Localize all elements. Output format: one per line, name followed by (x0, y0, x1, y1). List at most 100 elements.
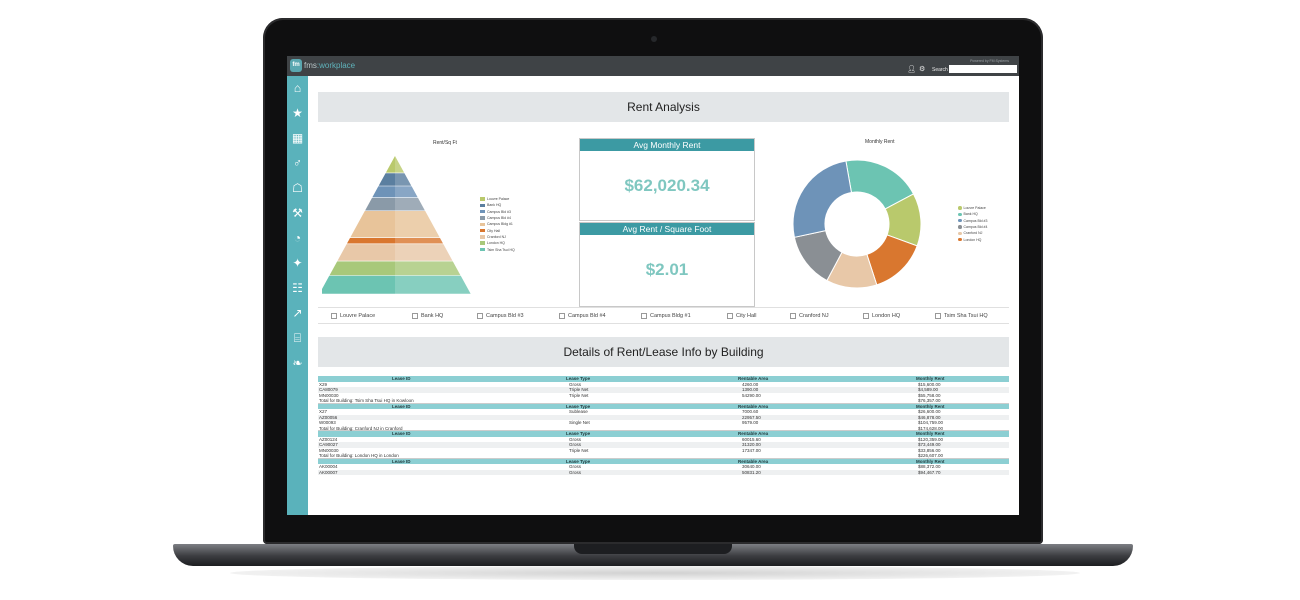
table-row[interactable]: W00093 Single Net 9579.00 $104,759.00 (318, 420, 1009, 426)
table-row[interactable]: X29 Gross 4260.00 $15,600.00 (318, 382, 1009, 388)
checkbox[interactable] (935, 313, 941, 319)
donut-legend-item[interactable]: Cranford NJ (958, 230, 987, 236)
table-row[interactable]: AZ00056 22957.50 $46,878.00 (318, 414, 1009, 420)
pyramid-band-right[interactable] (395, 237, 444, 244)
pyramid-legend-item[interactable]: Campus Bldg #1 (480, 221, 515, 227)
gear-icon[interactable]: ⚙︎ (919, 66, 926, 73)
table-row[interactable]: AK00004 Gross 30640.00 $88,372.00 (318, 464, 1009, 470)
legend-swatch (480, 247, 485, 252)
legend-label: Campus Bldg #1 (487, 222, 513, 227)
checkbox[interactable] (641, 313, 647, 319)
wrench-icon[interactable]: ⚒ (292, 206, 303, 220)
table-cell: 22957.50 (742, 414, 761, 420)
pyramid-band-right[interactable] (395, 261, 461, 276)
table-row[interactable]: X27 Sublease 7000.60 $26,600.00 (318, 409, 1009, 415)
checkbox[interactable] (412, 313, 418, 319)
table-row[interactable]: MN00030 Triple Net 17347.00 $33,856.00 (318, 448, 1009, 454)
table-cell: 9579.00 (742, 420, 759, 425)
table-row[interactable]: MN00030 Triple Net 54290.00 $55,758.00 (318, 393, 1009, 399)
pie-chart-icon[interactable]: ◔ (293, 231, 302, 245)
filter-checkbox-item[interactable]: Campus Bld #4 (559, 313, 606, 319)
pyramid-legend-item[interactable]: Campus Bld #4 (480, 215, 515, 221)
table-row[interactable]: AZ00124 Gross 60015.60 $120,359.00 (318, 437, 1009, 443)
filter-checkbox-item[interactable]: Campus Bld #3 (477, 313, 524, 319)
checkbox[interactable] (727, 313, 733, 319)
table-cell: Triple Net (569, 387, 589, 392)
search-input[interactable] (949, 65, 1017, 73)
total-label: Total for Building: Tsim Sha Tsui HQ in … (319, 398, 414, 403)
filter-checkbox-item[interactable]: Campus Bldg #1 (641, 313, 691, 319)
pyramid-chart (322, 156, 471, 294)
donut-legend-item[interactable]: Campus Bld #4 (958, 224, 987, 230)
table-cell: Single Net (569, 420, 590, 425)
pyramid-band-left[interactable] (378, 173, 395, 186)
logo-badge[interactable]: fm (290, 59, 302, 72)
pyramid-legend-item[interactable]: Cranford NJ (480, 234, 515, 240)
chair-icon[interactable]: ♂ (293, 156, 302, 170)
checkbox[interactable] (559, 313, 565, 319)
donut-legend-item[interactable]: Louvre Palace (958, 205, 987, 211)
pyramid-legend-item[interactable]: London HQ (480, 240, 515, 246)
table-row[interactable]: CA90027 Gross 31320.00 $73,449.00 (318, 442, 1009, 448)
column-header: Lease ID (392, 431, 411, 436)
donut-legend-item[interactable]: London HQ (958, 236, 987, 242)
app-logo[interactable]: fms:workplace (304, 61, 355, 70)
donut-legend-item[interactable]: Campus Bld #3 (958, 218, 987, 224)
table-row[interactable]: CA80079 Triple Net 1390.00 $4,589.00 (318, 387, 1009, 393)
factory-icon[interactable]: ⌸ (293, 331, 302, 345)
filter-checkbox-item[interactable]: Tsim Sha Tsui HQ (935, 313, 988, 319)
pyramid-band-right[interactable] (395, 186, 418, 198)
legend-swatch (958, 231, 962, 236)
pyramid-band-right[interactable] (395, 173, 412, 186)
filter-checkbox-item[interactable]: London HQ (863, 313, 900, 319)
filter-label: Campus Bld #3 (486, 313, 524, 319)
pyramid-band-left[interactable] (350, 211, 395, 238)
filter-checkbox-item[interactable]: Bank HQ (412, 313, 443, 319)
pyramid-band-left[interactable] (372, 186, 395, 198)
pyramid-band-left[interactable] (322, 275, 395, 294)
building-icon[interactable]: ☖ (292, 181, 303, 195)
column-header: Rentable Area (738, 376, 769, 381)
pyramid-band-right[interactable] (395, 211, 440, 238)
pyramid-legend-item[interactable]: Bank HQ (480, 202, 515, 208)
user-icon[interactable]: 👤︎ (907, 66, 916, 73)
table-cell: X27 (319, 409, 328, 414)
camera (651, 36, 657, 42)
checkbox[interactable] (863, 313, 869, 319)
star-icon[interactable]: ★ (292, 106, 303, 120)
pyramid-band-left[interactable] (329, 261, 395, 276)
floorplan-icon[interactable]: ▦ (291, 131, 304, 145)
laptop-shadow (230, 566, 1080, 580)
pyramid-band-right[interactable] (395, 244, 453, 261)
line-chart-icon[interactable]: ↗ (292, 306, 303, 320)
filter-checkbox-item[interactable]: City Hall (727, 313, 756, 319)
desk-icon[interactable]: ☷ (292, 281, 303, 295)
column-header: Lease Type (566, 431, 591, 436)
checkbox[interactable] (790, 313, 796, 319)
checkbox[interactable] (477, 313, 483, 319)
checkbox[interactable] (331, 313, 337, 319)
column-header: Monthly Rent (916, 458, 945, 464)
pyramid-band-right[interactable] (395, 156, 405, 173)
pyramid-band-left[interactable] (346, 237, 395, 244)
table-cell: $104,759.00 (918, 420, 944, 425)
pyramid-band-left[interactable] (365, 197, 395, 211)
pyramid-legend-item[interactable]: Tsim Sha Tsui HQ (480, 246, 515, 252)
pyramid-band-left[interactable] (385, 156, 395, 173)
pyramid-band-right[interactable] (395, 197, 425, 211)
filter-checkbox-item[interactable]: Cranford NJ (790, 313, 829, 319)
pyramid-legend-item[interactable]: Louvre Palace (480, 196, 515, 202)
pyramid-band-right[interactable] (395, 275, 471, 294)
pyramid-legend-item[interactable]: Campus Bld #3 (480, 209, 515, 215)
leaf-icon[interactable]: ❧ (292, 356, 303, 370)
donut-slice[interactable] (792, 160, 853, 238)
donut-legend-item[interactable]: Bank HQ (958, 211, 987, 217)
table-cell: AK00004 (319, 464, 338, 469)
legend-label: City Hall (487, 228, 501, 233)
move-icon[interactable]: ✦ (292, 256, 303, 270)
home-icon[interactable]: ⌂ (293, 81, 302, 95)
table-row[interactable]: AK00007 Gross 50831.20 $94,467.70 (318, 469, 1009, 475)
pyramid-band-left[interactable] (337, 244, 395, 261)
filter-checkbox-item[interactable]: Louvre Palace (331, 313, 375, 319)
pyramid-legend-item[interactable]: City Hall (480, 227, 515, 233)
